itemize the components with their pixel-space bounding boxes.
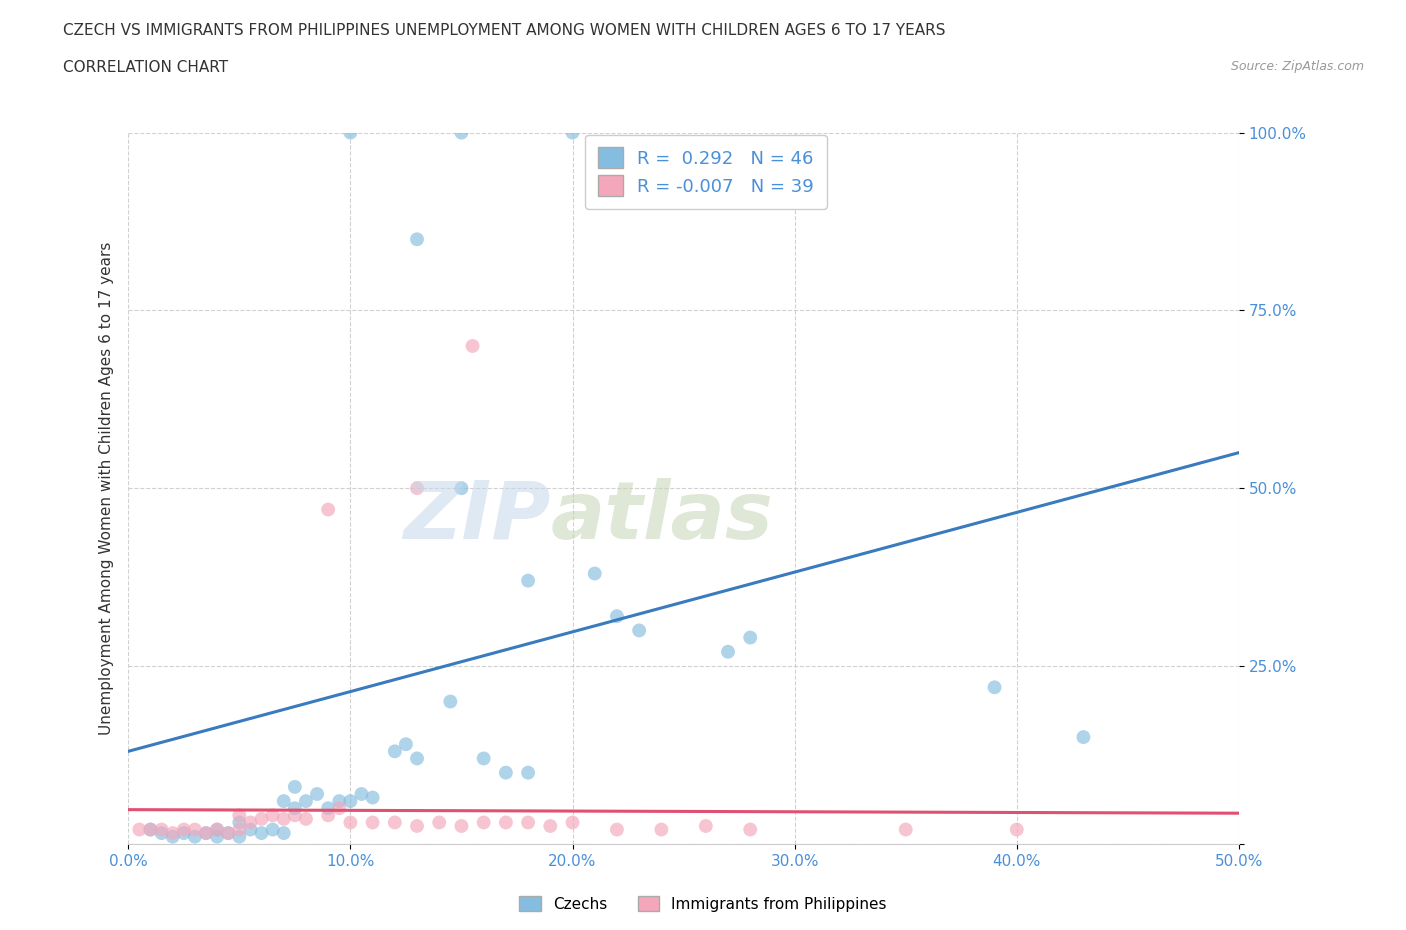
Point [205, 822, 228, 837]
Point [162, 830, 184, 844]
Point [740, 822, 762, 837]
Point [561, 126, 583, 140]
Point [517, 815, 540, 830]
Point [650, 822, 672, 837]
Point [450, 481, 472, 496]
Point [262, 822, 284, 837]
Point [427, 815, 450, 830]
Point [150, 826, 173, 841]
Point [228, 830, 250, 844]
Point [184, 822, 207, 837]
Point [139, 822, 162, 837]
Point [173, 826, 195, 841]
Point [273, 826, 295, 841]
Point [983, 680, 1005, 695]
Point [273, 812, 295, 827]
Text: CORRELATION CHART: CORRELATION CHART [63, 60, 228, 75]
Point [628, 623, 651, 638]
Point [316, 801, 339, 816]
Point [217, 826, 239, 841]
Point [195, 826, 218, 841]
Point [450, 126, 472, 140]
Point [583, 566, 606, 581]
Point [128, 822, 150, 837]
Point [894, 822, 917, 837]
Point [250, 826, 273, 841]
Point [339, 793, 361, 808]
Point [239, 815, 262, 830]
Point [217, 826, 239, 841]
Point [205, 830, 228, 844]
Point [495, 765, 517, 780]
Legend: R =  0.292   N = 46, R = -0.007   N = 39: R = 0.292 N = 46, R = -0.007 N = 39 [585, 135, 827, 208]
Point [284, 808, 307, 823]
Point [284, 779, 307, 794]
Point [406, 232, 429, 246]
Text: ZIP: ZIP [404, 478, 550, 555]
Legend: Czechs, Immigrants from Philippines: Czechs, Immigrants from Philippines [513, 889, 893, 918]
Point [184, 830, 207, 844]
Point [205, 822, 228, 837]
Point [150, 822, 173, 837]
Point [461, 339, 484, 353]
Point [1073, 730, 1095, 745]
Point [384, 815, 406, 830]
Point [228, 808, 250, 823]
Point [472, 751, 495, 766]
Point [406, 818, 429, 833]
Point [262, 808, 284, 823]
Point [339, 126, 361, 140]
Point [273, 793, 295, 808]
Point [162, 826, 184, 841]
Point [517, 765, 540, 780]
Point [717, 644, 740, 659]
Point [173, 822, 195, 837]
Point [606, 822, 628, 837]
Text: atlas: atlas [550, 478, 773, 555]
Point [328, 793, 350, 808]
Point [228, 815, 250, 830]
Point [350, 787, 373, 802]
Point [284, 801, 307, 816]
Point [450, 818, 472, 833]
Point [307, 787, 329, 802]
Point [517, 573, 540, 588]
Point [406, 481, 429, 496]
Text: Source: ZipAtlas.com: Source: ZipAtlas.com [1230, 60, 1364, 73]
Point [139, 822, 162, 837]
Point [239, 822, 262, 837]
Point [384, 744, 406, 759]
Point [328, 801, 350, 816]
Point [695, 818, 717, 833]
Point [472, 815, 495, 830]
Point [361, 790, 384, 805]
Point [1005, 822, 1028, 837]
Point [316, 808, 339, 823]
Point [395, 737, 418, 751]
Point [339, 815, 361, 830]
Point [228, 822, 250, 837]
Point [538, 818, 561, 833]
Point [316, 502, 339, 517]
Y-axis label: Unemployment Among Women with Children Ages 6 to 17 years: Unemployment Among Women with Children A… [100, 242, 114, 735]
Point [295, 793, 318, 808]
Text: CZECH VS IMMIGRANTS FROM PHILIPPINES UNEMPLOYMENT AMONG WOMEN WITH CHILDREN AGES: CZECH VS IMMIGRANTS FROM PHILIPPINES UNE… [63, 23, 946, 38]
Point [561, 815, 583, 830]
Point [606, 609, 628, 624]
Point [361, 815, 384, 830]
Point [195, 826, 218, 841]
Point [295, 812, 318, 827]
Point [406, 751, 429, 766]
Point [740, 631, 762, 645]
Point [250, 812, 273, 827]
Point [439, 694, 461, 709]
Point [495, 815, 517, 830]
